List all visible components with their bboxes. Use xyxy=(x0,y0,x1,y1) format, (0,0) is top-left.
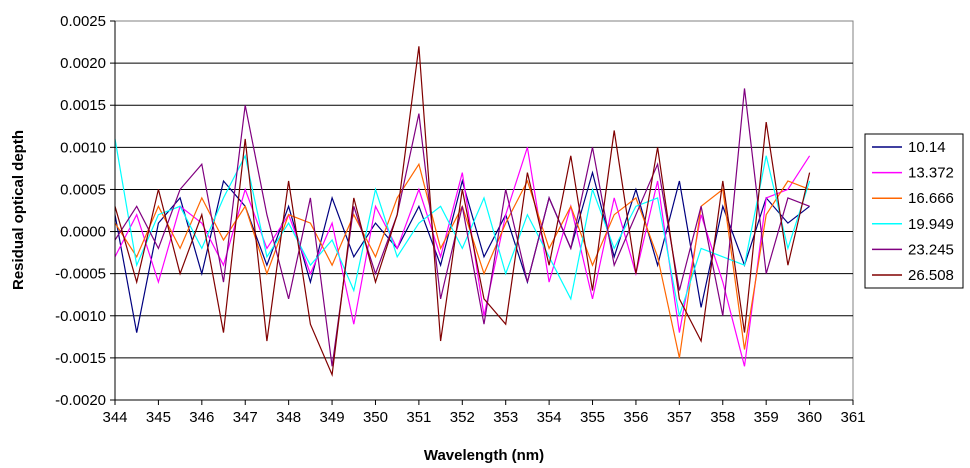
y-tick-label: -0.0005 xyxy=(55,266,106,283)
x-tick-label: 353 xyxy=(493,409,518,426)
legend-label: 26.508 xyxy=(908,267,954,284)
axes xyxy=(114,21,853,401)
x-tick-label: 354 xyxy=(537,409,562,426)
x-tick-label: 356 xyxy=(623,409,648,426)
y-tick-label: -0.0020 xyxy=(55,392,106,409)
x-axis-title: Wavelength (nm) xyxy=(424,447,544,464)
series-layer xyxy=(114,46,811,377)
x-tick-label: 357 xyxy=(667,409,692,426)
y-axis-ticks: 0.0025 0.0020 0.0015 0.0010 0.0005 0.0000 -0.0… xyxy=(55,13,115,409)
x-tick-label: 359 xyxy=(754,409,779,426)
series-line-23.245 xyxy=(114,88,810,367)
series-line-10.14 xyxy=(114,170,810,333)
x-tick-label: 358 xyxy=(710,409,735,426)
legend-box xyxy=(864,133,964,289)
series-line-19.949 xyxy=(114,138,811,316)
legend: 10.14 13.372 16.666 19.949 23.245 26.508 xyxy=(864,133,964,289)
legend-label: 23.245 xyxy=(908,241,954,258)
legend-label: 16.666 xyxy=(908,190,954,207)
x-tick-label: 361 xyxy=(840,409,865,426)
y-tick-label: -0.0010 xyxy=(55,308,106,325)
legend-label: 19.949 xyxy=(908,216,954,233)
x-tick-label: 355 xyxy=(580,409,605,426)
x-tick-label: 350 xyxy=(363,409,388,426)
series-line-26.508 xyxy=(114,46,811,377)
x-tick-label: 360 xyxy=(797,409,822,426)
y-tick-label: 0.0000 xyxy=(60,224,106,241)
x-tick-label: 351 xyxy=(406,409,431,426)
legend-label: 13.372 xyxy=(908,165,954,182)
legend-label: 10.14 xyxy=(908,139,946,156)
x-tick-label: 346 xyxy=(189,409,214,426)
x-tick-label: 347 xyxy=(233,409,258,426)
y-tick-label: 0.0010 xyxy=(60,139,106,156)
x-tick-label: 348 xyxy=(276,409,301,426)
y-axis-title: Residual optical depth xyxy=(10,130,27,290)
plot-area xyxy=(114,20,854,401)
x-tick-label: 349 xyxy=(320,409,345,426)
y-tick-label: 0.0020 xyxy=(60,55,106,72)
x-axis-ticks: 344 345 346 347 348 349 350 351 352 353 354 355 356 3… xyxy=(102,400,866,426)
x-tick-label: 352 xyxy=(450,409,475,426)
y-tick-label: 0.0005 xyxy=(60,181,106,198)
x-tick-label: 345 xyxy=(146,409,171,426)
x-tick-label: 344 xyxy=(102,409,127,426)
y-tick-label: -0.0015 xyxy=(55,350,106,367)
y-tick-label: 0.0015 xyxy=(60,97,106,114)
y-tick-label: 0.0025 xyxy=(60,13,106,30)
